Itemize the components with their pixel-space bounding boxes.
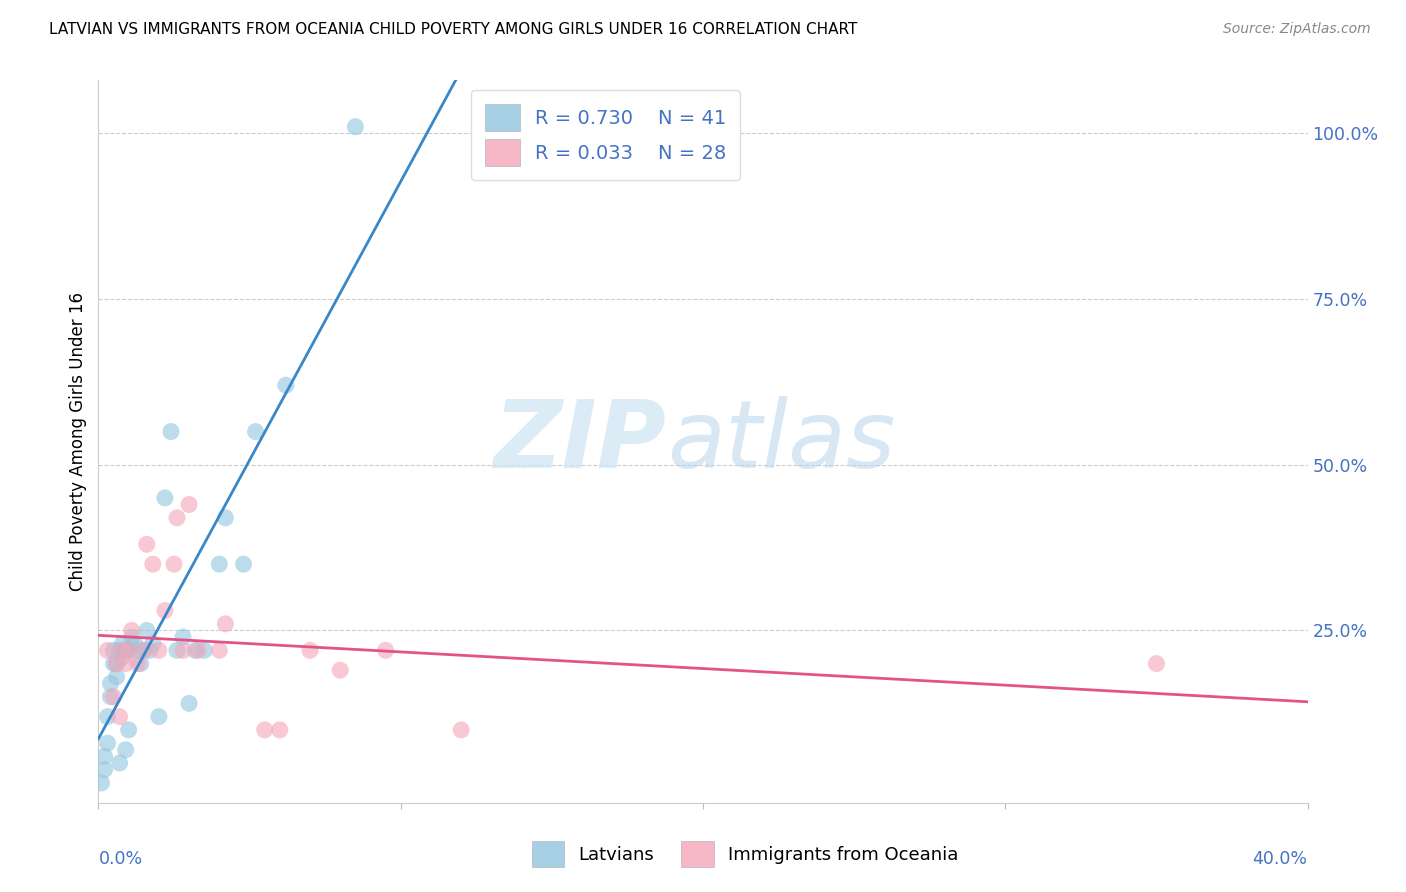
Point [118, 723, 141, 737]
Point [166, 510, 188, 524]
Point [374, 643, 396, 657]
Point [153, 603, 176, 617]
Text: 40.0%: 40.0% [1253, 850, 1308, 868]
Point [193, 643, 215, 657]
Point [253, 723, 276, 737]
Point [245, 425, 267, 439]
Point [105, 657, 128, 671]
Point [108, 643, 131, 657]
Point [135, 537, 157, 551]
Point [129, 657, 152, 671]
Point [274, 378, 297, 392]
Point [214, 616, 236, 631]
Point [90, 776, 112, 790]
Point [114, 643, 136, 657]
Point [96, 709, 118, 723]
Text: Source: ZipAtlas.com: Source: ZipAtlas.com [1223, 22, 1371, 37]
Text: 0.0%: 0.0% [98, 850, 142, 868]
Point [93, 763, 115, 777]
Point [344, 120, 367, 134]
Point [214, 510, 236, 524]
Point [100, 690, 122, 704]
Point [105, 670, 128, 684]
Point [103, 690, 125, 704]
Point [96, 736, 118, 750]
Point [153, 491, 176, 505]
Point [142, 637, 165, 651]
Point [163, 557, 186, 571]
Point [232, 557, 254, 571]
Point [96, 643, 118, 657]
Point [450, 723, 472, 737]
Point [179, 697, 201, 711]
Point [108, 709, 131, 723]
Point [148, 709, 170, 723]
Point [127, 643, 149, 657]
Point [187, 643, 209, 657]
Point [184, 643, 207, 657]
Text: ZIP: ZIP [494, 395, 666, 488]
Legend: R = 0.730    N = 41, R = 0.033    N = 28: R = 0.730 N = 41, R = 0.033 N = 28 [471, 90, 740, 180]
Point [135, 624, 157, 638]
Point [111, 650, 134, 665]
Point [124, 637, 146, 651]
Legend: Latvians, Immigrants from Oceania: Latvians, Immigrants from Oceania [524, 834, 966, 874]
Point [103, 643, 125, 657]
Point [269, 723, 291, 737]
Point [132, 643, 155, 657]
Point [114, 657, 136, 671]
Point [127, 657, 149, 671]
Point [108, 756, 131, 770]
Point [121, 624, 143, 638]
Point [172, 630, 194, 644]
Point [329, 663, 352, 677]
Point [1144, 657, 1167, 671]
Point [121, 630, 143, 644]
Point [111, 643, 134, 657]
Text: LATVIAN VS IMMIGRANTS FROM OCEANIA CHILD POVERTY AMONG GIRLS UNDER 16 CORRELATIO: LATVIAN VS IMMIGRANTS FROM OCEANIA CHILD… [49, 22, 858, 37]
Point [111, 637, 134, 651]
Point [139, 643, 162, 657]
Point [100, 676, 122, 690]
Point [118, 643, 141, 657]
Point [118, 643, 141, 657]
Point [160, 425, 183, 439]
Point [105, 657, 128, 671]
Text: atlas: atlas [666, 396, 896, 487]
Point [114, 743, 136, 757]
Point [179, 498, 201, 512]
Point [208, 643, 231, 657]
Point [142, 557, 165, 571]
Point [166, 643, 188, 657]
Point [299, 643, 322, 657]
Y-axis label: Child Poverty Among Girls Under 16: Child Poverty Among Girls Under 16 [69, 292, 87, 591]
Point [148, 643, 170, 657]
Point [93, 749, 115, 764]
Point [172, 643, 194, 657]
Point [208, 557, 231, 571]
Point [103, 657, 125, 671]
Point [132, 643, 155, 657]
